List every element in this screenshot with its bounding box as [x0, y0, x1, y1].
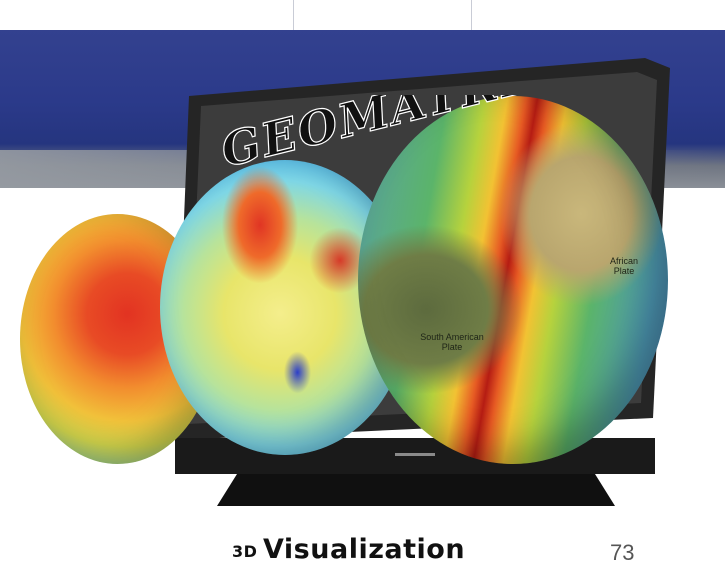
- page-number: 73: [610, 540, 635, 565]
- guide-line-left: [293, 0, 294, 34]
- caption-3d-visualization: 3D Visualization: [232, 534, 492, 574]
- african-plate-label: African Plate: [609, 256, 638, 276]
- guide-line-right: [471, 0, 472, 34]
- globe-seafloor-age-map: [358, 96, 668, 464]
- caption-prefix: 3D: [232, 542, 258, 561]
- tv-brand-strip: [395, 453, 435, 456]
- caption-main: Visualization: [263, 534, 466, 565]
- south-american-plate-label: South American Plate: [420, 332, 484, 352]
- tv-stand: [217, 474, 615, 506]
